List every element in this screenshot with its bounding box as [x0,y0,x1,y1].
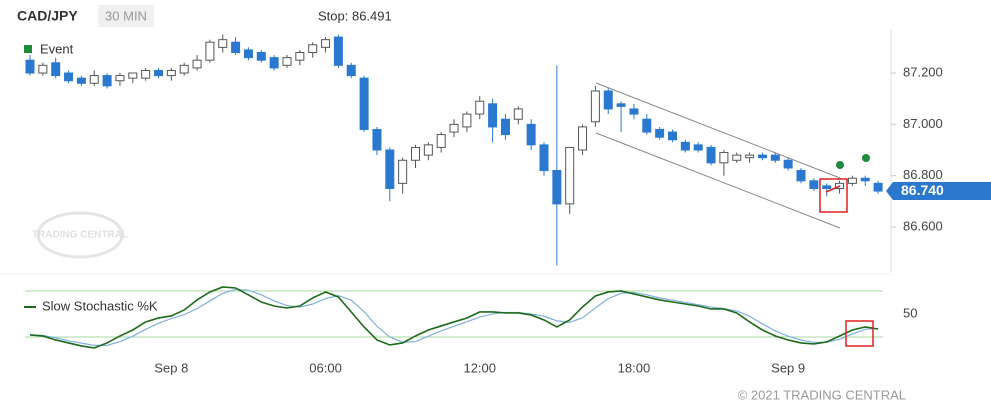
candle-body [809,180,819,189]
candle-body [822,185,832,189]
candle-body [655,128,665,138]
candle-body [706,146,716,164]
candle-body [488,103,498,128]
candle-body [449,123,459,133]
candle-body [578,126,588,151]
last-price-tag [886,182,991,201]
copyright: © 2021 TRADING CENTRAL [738,387,906,402]
last-price-label: 86.740 [901,182,944,198]
candle-body [411,146,420,161]
candle-body [385,149,395,189]
candle-body [243,49,253,59]
candle-body [475,100,485,115]
candle-body [205,41,215,61]
candle-body [89,75,99,84]
x-tick-label: 06:00 [309,360,342,375]
candle-body [346,64,356,77]
candle-body [398,159,408,184]
candle-body [603,90,613,110]
candle-body [719,152,729,164]
candle-body [295,51,305,61]
candle-body [462,113,472,128]
candle-body [76,77,86,84]
event-marker [862,154,870,162]
series-line [29,286,879,349]
candle-body [231,41,241,53]
y-tick-label: 86.600 [903,218,943,233]
chart-title: CAD/JPY [17,8,78,24]
timeframe: 30 MIN [105,8,147,23]
candle-body [128,72,138,79]
candle-body [796,170,806,182]
candle-body [102,75,112,87]
highlight-tick [825,185,841,193]
x-tick-label: Sep 8 [154,360,188,375]
candle-body [847,177,857,184]
candle-body [680,141,690,151]
highlight-box [845,320,874,347]
candle-body [500,118,510,136]
stop-annotation: Stop: 86.491 [318,8,392,23]
candle-body [141,69,151,79]
watermark: TRADING CENTRAL [32,230,128,241]
x-tick-label: 18:00 [618,360,651,375]
timeframe-box [98,5,154,27]
candle-body [308,44,318,53]
candle-body [64,72,74,82]
candle-body [860,177,870,182]
candle-body [218,39,228,48]
candle-body [629,108,639,115]
x-tick-label: 12:00 [463,360,496,375]
candle-body [359,77,369,130]
candle-body [539,144,549,172]
candle-body [590,90,600,123]
channel-lower [595,132,841,229]
candle-body [668,131,677,141]
candle-body [873,182,883,192]
candle-body [565,146,575,205]
candle-body [372,128,382,151]
candle-body [154,69,163,77]
event-legend: Event [40,41,74,56]
candle-body [282,57,292,66]
candle-body [38,64,48,74]
candle-body [192,59,202,69]
candle-body [51,62,61,77]
candle-body [436,134,446,148]
highlight-box [819,178,848,213]
candle-body [526,123,536,146]
candle-body [770,154,780,161]
candle-body [642,118,652,133]
candle-body [732,154,742,161]
event-legend-marker [24,45,32,53]
event-marker [836,161,844,169]
candle-body [115,75,125,82]
candle-body [256,51,266,61]
watermark-logo: TRADING CENTRAL [32,211,128,259]
candle-body [25,59,35,74]
candle-body [757,154,767,159]
y-tick-label: 50 [903,305,917,320]
channel-upper [595,82,841,179]
candle-body [166,69,176,77]
y-tick-label: 86.800 [903,167,943,182]
y-tick-label: 87.000 [903,116,943,131]
series-line [29,288,879,346]
candle-body [745,154,755,159]
candle-body [423,144,433,156]
x-tick-label: Sep 9 [771,360,805,375]
candle-body [269,57,279,69]
candle-body [693,144,703,151]
candle-body [179,64,189,74]
candle-body [552,170,562,205]
candle-body [616,103,626,107]
candle-body [333,36,343,66]
y-tick-label: 87.200 [903,64,943,79]
candle-body [321,39,331,48]
candle-body [513,108,523,120]
candle-body [783,159,793,169]
legend-label: Slow Stochastic %K [42,298,158,313]
